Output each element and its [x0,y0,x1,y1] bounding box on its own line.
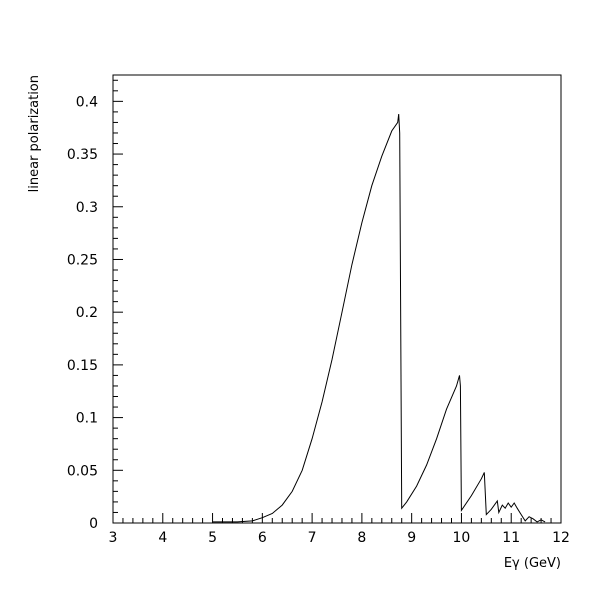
x-tick-label: 11 [502,530,520,546]
x-tick-label: 8 [357,530,366,546]
x-tick-label: 3 [109,530,118,546]
y-tick-label: 0.15 [67,358,98,374]
y-axis: 0 0.05 0.1 0.15 0.2 0.25 0.3 0.35 0.4 [67,79,123,532]
y-tick-label: 0.3 [76,200,98,216]
x-axis: 3 4 5 6 7 8 9 10 11 12 [109,513,570,546]
y-tick-label: 0.25 [67,252,98,268]
y-tick-label: 0.35 [67,147,98,163]
x-tick-label: 4 [158,530,167,546]
x-tick-label: 10 [453,530,471,546]
x-tick-label: 7 [308,530,317,546]
series-line-polarization [212,113,546,523]
y-tick-label: 0.1 [76,411,98,427]
y-tick-label: 0.05 [67,463,98,479]
y-tick-label: 0.4 [76,94,98,110]
x-tick-label: 5 [208,530,217,546]
y-tick-label: 0.2 [76,305,98,321]
x-tick-label: 6 [258,530,267,546]
y-axis-title: linear polarization [27,75,42,192]
plot-frame [112,74,562,524]
y-tick-label: 0 [89,516,98,532]
x-tick-label: 9 [407,530,416,546]
x-axis-title: Eγ (GeV) [504,556,561,571]
x-tick-label: 12 [552,530,570,546]
